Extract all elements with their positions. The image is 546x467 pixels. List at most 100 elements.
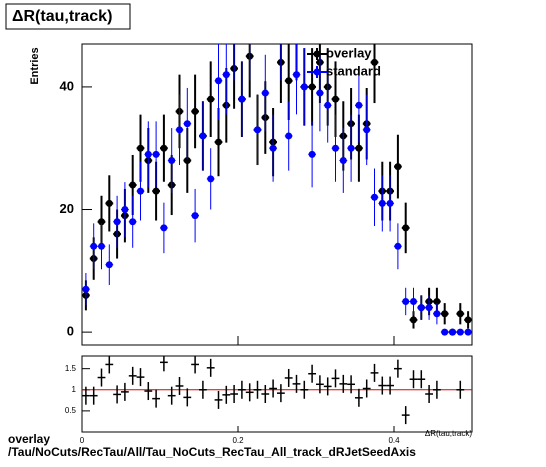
ratio-point [121, 382, 129, 401]
ratio-point [214, 390, 223, 409]
data-point [261, 54, 270, 132]
data-point [280, 44, 282, 81]
ratio-y-tick-label: 1.5 [65, 364, 77, 373]
marker [168, 156, 176, 164]
marker [98, 242, 105, 250]
marker [82, 285, 90, 293]
title-box [5, 3, 131, 30]
ratio-point [316, 375, 324, 394]
marker [308, 83, 316, 91]
ratio-frame [81, 355, 473, 433]
data-point [448, 328, 457, 336]
data-point [222, 44, 231, 115]
data-point [362, 94, 371, 166]
data-point [292, 44, 301, 115]
data-point [269, 114, 277, 182]
marker [215, 138, 222, 146]
ratio-point [175, 376, 184, 395]
data-point [440, 328, 449, 336]
ratio-point [245, 383, 254, 402]
marker [105, 199, 113, 207]
x-label: ΔR(tau,track) [425, 429, 472, 438]
marker [386, 199, 394, 207]
data-point [183, 87, 192, 160]
ratio-point [300, 380, 309, 399]
marker [160, 144, 168, 152]
data-point [97, 223, 106, 270]
data-point [347, 114, 355, 182]
marker [176, 126, 183, 134]
data-point [152, 121, 160, 188]
marker [215, 77, 222, 85]
marker [160, 224, 168, 232]
ratio-point [222, 385, 231, 404]
marker [137, 144, 144, 152]
ratio-point [199, 380, 207, 399]
data-point [82, 272, 90, 306]
data-point [233, 44, 235, 81]
ratio-point [308, 364, 316, 383]
data-point [113, 195, 121, 248]
ratio-point [378, 376, 387, 395]
ratio-point [191, 356, 199, 374]
marker [113, 218, 121, 226]
data-point [355, 68, 363, 143]
marker [144, 150, 152, 158]
ratio-point [183, 388, 192, 407]
ratio-point [401, 406, 410, 425]
marker [105, 261, 113, 269]
y-label: Entries [29, 47, 41, 84]
marker [137, 187, 144, 195]
data-point [160, 202, 168, 254]
data-point [175, 94, 184, 166]
marker [98, 218, 105, 226]
ratio-point [113, 385, 121, 404]
marker [394, 163, 402, 171]
ratio-point [347, 375, 355, 394]
main-frame [81, 43, 473, 346]
marker [332, 144, 339, 152]
marker [207, 175, 215, 183]
data-point [386, 175, 394, 232]
marker [355, 144, 363, 152]
marker [410, 316, 417, 324]
data-point [425, 295, 433, 320]
marker [339, 156, 347, 164]
ratio-point [105, 356, 114, 374]
ratio-point [362, 379, 371, 398]
legend-marker [313, 50, 321, 58]
ratio-point [230, 385, 238, 403]
marker [464, 328, 472, 336]
marker [191, 107, 199, 115]
data-point [128, 195, 137, 248]
marker [300, 83, 308, 91]
ratio-point [261, 385, 270, 403]
marker [371, 193, 378, 201]
ratio-point [167, 386, 176, 405]
marker [433, 297, 441, 305]
ratio-point [456, 380, 465, 399]
marker [207, 95, 215, 103]
data-point [316, 54, 324, 132]
ratio-point [82, 386, 90, 405]
marker [199, 132, 207, 140]
data-point [199, 101, 207, 171]
marker [410, 297, 417, 305]
data-point [89, 223, 98, 270]
ratio-point [394, 359, 402, 378]
data-point [339, 128, 348, 193]
data-point [409, 311, 418, 329]
data-point [308, 121, 316, 188]
marker [441, 328, 449, 336]
marker [433, 310, 441, 318]
footer: overlay [8, 432, 50, 446]
marker [378, 199, 386, 207]
data-point [456, 303, 465, 325]
ratio-point [339, 374, 348, 393]
data-point [105, 175, 114, 232]
chart-title: ΔR(tau,track) [12, 8, 112, 25]
data-point [401, 287, 410, 316]
marker [402, 297, 410, 305]
ratio-point [370, 363, 379, 382]
